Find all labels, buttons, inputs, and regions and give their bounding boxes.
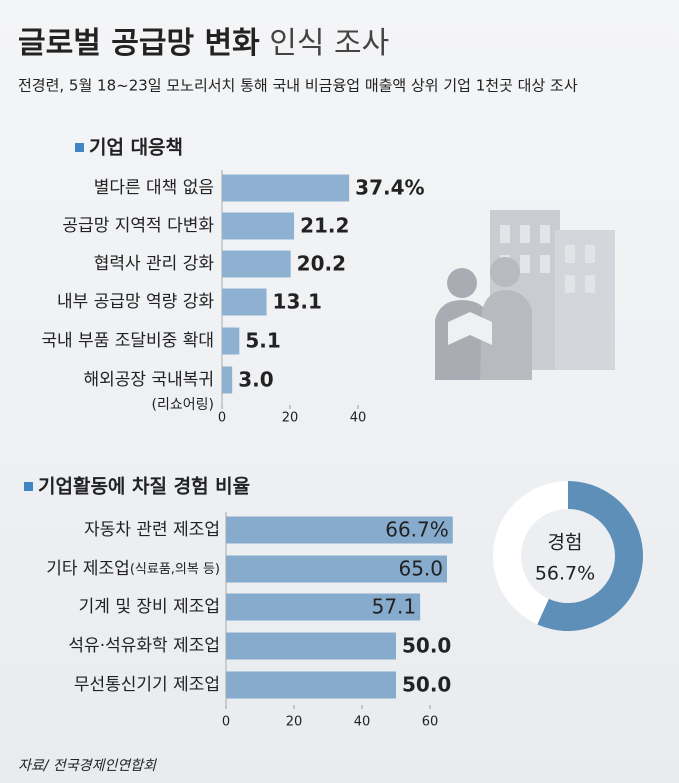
value-label: 13.1	[273, 290, 322, 314]
category-label: 해외공장 국내복귀	[83, 370, 214, 390]
title: 글로벌 공급망 변화 인식 조사	[18, 26, 389, 61]
x-tick-label: 20	[286, 715, 303, 730]
category-label: 석유·석유화학 제조업	[68, 636, 220, 656]
x-tick-label: 40	[350, 411, 367, 426]
bar	[226, 555, 447, 583]
x-tick-label: 0	[222, 715, 230, 730]
x-tick-label: 20	[282, 411, 299, 426]
category-label: 무선통신기기 제조업	[74, 675, 220, 695]
category-name: 기계 및 장비 제조업	[79, 597, 220, 617]
bar	[222, 366, 233, 394]
category-label: 내부 공급망 역량 강화	[57, 292, 214, 312]
section-title: 기업 대응책	[89, 137, 183, 159]
x-tick-label: 40	[354, 715, 371, 730]
donut-segment	[537, 481, 644, 631]
bar	[222, 212, 295, 240]
category-label: 기계 및 장비 제조업	[79, 597, 220, 617]
donut-label: 경험	[548, 532, 583, 554]
bar	[226, 593, 421, 621]
category-name: 해외공장 국내복귀	[83, 370, 214, 390]
category-name: 공급망 지역적 다변화	[62, 216, 214, 236]
category-label: 공급망 지역적 다변화	[62, 216, 214, 236]
bar	[222, 288, 267, 316]
category-label: 별다른 대책 없음	[94, 178, 214, 198]
value-label: 5.1	[245, 329, 280, 353]
category-label: 자동차 관련 제조업	[84, 520, 220, 540]
category-label: 협력사 관리 강화	[94, 254, 215, 274]
bar	[222, 250, 291, 278]
illustration	[435, 210, 615, 380]
bar	[226, 516, 453, 544]
category-name: 협력사 관리 강화	[94, 254, 215, 274]
category-name: 석유·석유화학 제조업	[68, 636, 220, 656]
x-tick-label: 60	[422, 715, 439, 730]
bar	[222, 327, 240, 355]
value-label: 50.0	[402, 634, 451, 658]
bar	[222, 174, 350, 202]
category-name: 별다른 대책 없음	[94, 178, 214, 198]
value-label: 20.2	[297, 252, 346, 276]
value-label: 57.1	[372, 595, 417, 619]
value-label: 65.0	[398, 557, 443, 581]
category-name: 국내 부품 조달비중 확대	[41, 331, 214, 351]
donut-value: 56.7%	[535, 563, 595, 585]
value-label: 37.4%	[355, 176, 424, 200]
source: 자료/ 전국경제인연합회	[18, 758, 157, 774]
bar	[226, 632, 396, 660]
category-name: 내부 공급망 역량 강화	[57, 292, 214, 312]
category-note: (리쇼어링)	[152, 397, 214, 413]
category-note: (식료품,의복 등)	[130, 562, 220, 577]
bar	[226, 671, 396, 699]
value-label: 3.0	[238, 368, 273, 392]
value-label: 21.2	[300, 214, 349, 238]
section-marker	[24, 482, 33, 491]
x-tick-label: 0	[218, 411, 226, 426]
section-title: 기업활동에 차질 경험 비율	[38, 476, 250, 498]
value-label: 66.7%	[385, 518, 449, 542]
section-marker	[75, 143, 84, 152]
value-label: 50.0	[402, 673, 451, 697]
category-label: 국내 부품 조달비중 확대	[41, 331, 214, 351]
category-name: 기타 제조업	[46, 559, 130, 579]
category-name: 무선통신기기 제조업	[74, 675, 220, 695]
subtitle: 전경련, 5월 18~23일 모노리서치 통해 국내 비금융업 매출액 상위 기…	[18, 77, 578, 95]
category-label: 기타 제조업(식료품,의복 등)	[46, 559, 220, 579]
category-name: 자동차 관련 제조업	[84, 520, 220, 540]
